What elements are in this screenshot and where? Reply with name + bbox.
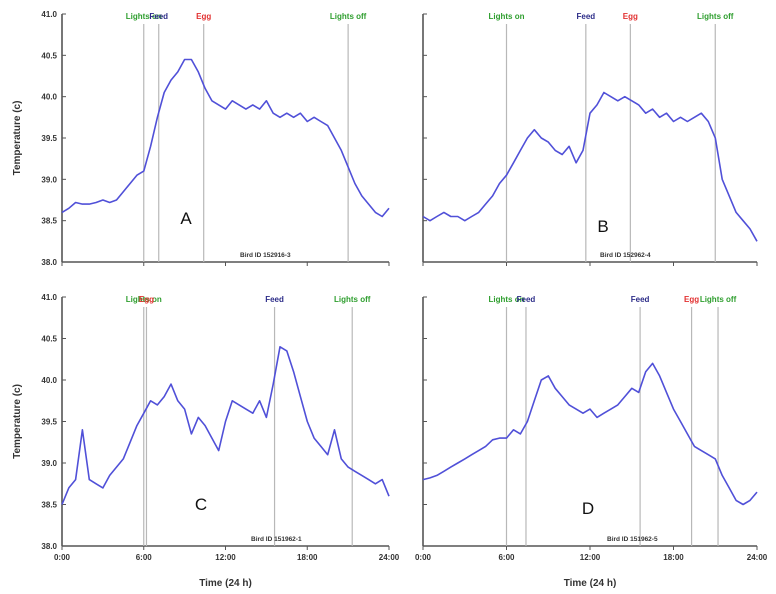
panel-d: 0:00 6:00 12:00 18:00 24:00 Time (24 h) Lights… [415, 295, 768, 589]
panel-a-y-tick-label: 40.0 [41, 93, 57, 102]
panel-c-event-label: Lights off [334, 295, 371, 304]
panel-c-letter: C [195, 495, 207, 514]
panel-a: 41.0 40.5 40.0 39.5 39.0 38.5 38.0 Temperature … [12, 10, 390, 267]
panel-c-y-tick-label: 40.0 [41, 376, 57, 385]
panel-c-y-tick-label: 39.0 [41, 459, 57, 468]
panel-a-y-tick-label: 39.0 [41, 175, 57, 184]
panel-d-letter: D [582, 499, 594, 518]
panel-b: Lights on Feed Egg Lights off B Bird ID 15296… [422, 12, 758, 266]
panel-a-y-axis-title: Temperature (c) [12, 101, 23, 176]
panel-a-event-label: Feed [149, 12, 168, 21]
panel-c-event-label: Feed [265, 295, 284, 304]
panel-a-y-tick-label: 39.5 [41, 134, 57, 143]
panel-c-y-tick-label: 38.0 [41, 542, 57, 551]
panel-c-x-tick-label: 24:00 [379, 553, 400, 562]
panel-c-y-axis-title: Temperature (c) [12, 384, 23, 459]
panel-c-temperature-line [61, 345, 390, 505]
panel-a-letter: A [180, 209, 192, 228]
panel-d-event-label: Egg [684, 295, 699, 304]
panel-d-x-axis-title: Time (24 h) [564, 578, 617, 589]
panel-d-bird-id: Bird ID 151962-5 [607, 536, 658, 543]
panel-b-event-label: Feed [576, 12, 595, 21]
panel-c-event-label: Lights on [126, 295, 162, 304]
panel-d-x-tick-label: 0:00 [415, 553, 432, 562]
panel-a-event-label: Egg [196, 12, 211, 21]
panel-c-x-tick-label: 6:00 [136, 553, 153, 562]
panel-c-y-tick-label: 41.0 [41, 293, 57, 302]
panel-c-y-tick-label: 39.5 [41, 418, 57, 427]
panel-c-x-tick-label: 18:00 [297, 553, 318, 562]
panel-c-bird-id: Bird ID 151962-1 [251, 536, 302, 543]
panel-a-y-tick-label: 41.0 [41, 10, 57, 19]
panel-b-letter: B [597, 217, 608, 236]
panel-b-temperature-line [422, 91, 758, 242]
panel-c: 41.0 40.5 40.0 39.5 39.0 38.5 38.0 0:00 6:00 12:0… [12, 293, 400, 589]
panel-c-x-tick-label: 0:00 [54, 553, 71, 562]
panel-b-event-label: Lights off [697, 12, 734, 21]
panel-d-x-tick-label: 18:00 [663, 553, 684, 562]
panel-b-bird-id: Bird ID 152962-4 [600, 252, 651, 259]
panel-c-x-axis-title: Time (24 h) [199, 578, 252, 589]
panel-d-x-tick-label: 12:00 [580, 553, 601, 562]
panel-d-x-tick-label: 6:00 [498, 553, 515, 562]
panel-d-temperature-line [422, 362, 758, 506]
panel-d-event-label: Lights off [700, 295, 737, 304]
panel-d-event-label: Feed [631, 295, 650, 304]
panel-b-event-label: Lights on [489, 12, 525, 21]
panel-b-event-label: Egg [623, 12, 638, 21]
panel-d-x-tick-label: 24:00 [747, 553, 768, 562]
panel-c-event-label: Egg [139, 295, 154, 304]
panel-c-x-tick-label: 12:00 [215, 553, 236, 562]
panel-a-event-label: Lights off [330, 12, 367, 21]
panel-c-y-tick-label: 40.5 [41, 335, 57, 344]
panel-a-y-tick-label: 38.5 [41, 217, 57, 226]
panel-a-temperature-line [61, 58, 390, 218]
panel-d-event-label: Lights on [489, 295, 525, 304]
panel-d-event-label: Feed [517, 295, 536, 304]
panel-a-y-tick-label: 38.0 [41, 258, 57, 267]
panel-c-y-tick-label: 38.5 [41, 501, 57, 510]
panel-a-bird-id: Bird ID 152916-3 [240, 252, 291, 259]
panel-a-y-tick-label: 40.5 [41, 51, 57, 60]
panel-a-event-label: Lights on [126, 12, 162, 21]
